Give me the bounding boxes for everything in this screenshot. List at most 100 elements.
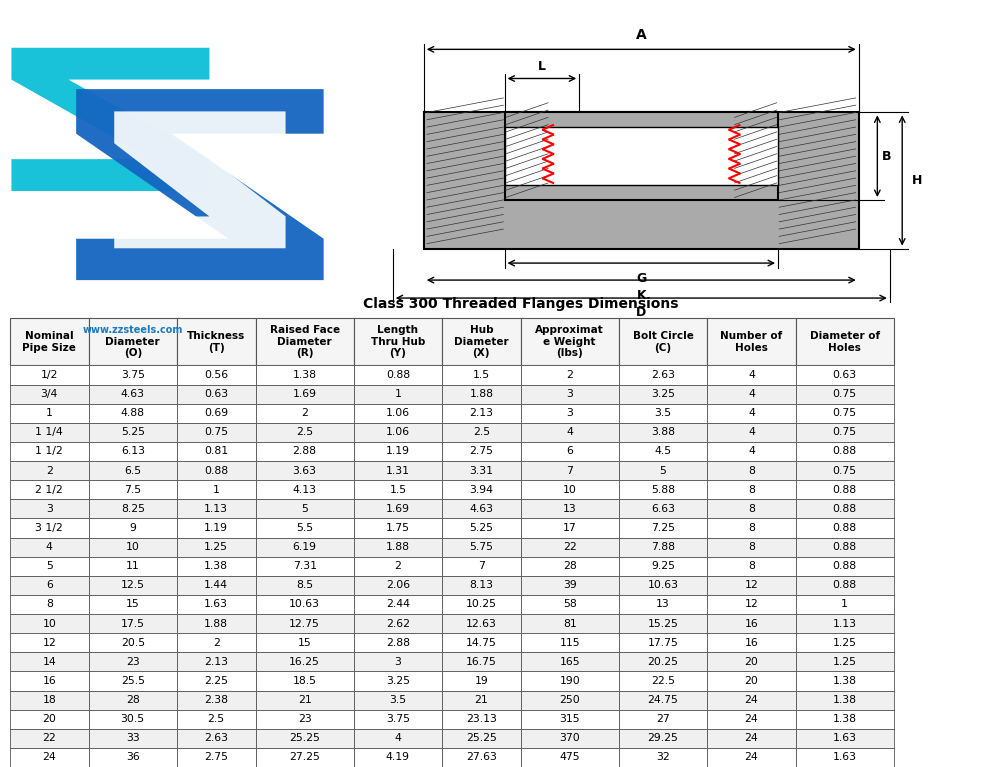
Text: 5.25: 5.25 — [469, 523, 493, 533]
Bar — [88, 709, 177, 729]
Bar — [442, 442, 521, 461]
Text: 1.38: 1.38 — [833, 714, 857, 724]
Bar — [619, 709, 707, 729]
Text: 1 1/2: 1 1/2 — [35, 446, 63, 456]
Polygon shape — [114, 111, 286, 249]
Text: 13: 13 — [563, 504, 576, 514]
Text: 5.25: 5.25 — [121, 427, 144, 437]
Bar — [256, 690, 354, 709]
Bar — [354, 403, 442, 423]
Text: Class 300 Threaded Flanges Dimensions: Class 300 Threaded Flanges Dimensions — [364, 297, 678, 311]
Bar — [521, 423, 619, 442]
Bar — [521, 652, 619, 671]
Text: 1/2: 1/2 — [41, 370, 58, 380]
Bar — [707, 576, 796, 595]
Bar — [521, 499, 619, 518]
Bar — [10, 461, 88, 480]
Bar — [619, 557, 707, 576]
Text: 0.88: 0.88 — [833, 446, 857, 456]
Bar — [619, 403, 707, 423]
Text: 4: 4 — [46, 542, 53, 552]
Text: 8.13: 8.13 — [469, 581, 493, 591]
Text: 12: 12 — [42, 637, 56, 647]
Bar — [619, 318, 707, 365]
Text: 1.5: 1.5 — [390, 485, 407, 495]
Bar — [256, 461, 354, 480]
Bar — [619, 480, 707, 499]
Bar — [10, 318, 88, 365]
Text: 370: 370 — [559, 733, 580, 743]
Bar — [88, 384, 177, 403]
Bar — [619, 671, 707, 690]
Text: 2.63: 2.63 — [204, 733, 228, 743]
Text: 1: 1 — [212, 485, 219, 495]
Text: 5.5: 5.5 — [296, 523, 314, 533]
Text: 4: 4 — [395, 733, 402, 743]
Bar — [619, 423, 707, 442]
Bar — [177, 576, 256, 595]
Text: A: A — [636, 28, 646, 42]
Bar — [619, 538, 707, 557]
Text: 18.5: 18.5 — [293, 676, 317, 686]
Text: 2.5: 2.5 — [296, 427, 314, 437]
Text: 0.88: 0.88 — [386, 370, 410, 380]
Bar — [796, 576, 894, 595]
Text: 15.25: 15.25 — [647, 618, 678, 629]
Text: 2.5: 2.5 — [473, 427, 490, 437]
Bar — [796, 384, 894, 403]
Text: 7: 7 — [478, 561, 485, 571]
Bar — [177, 652, 256, 671]
Bar — [88, 518, 177, 538]
Bar — [256, 709, 354, 729]
Bar — [707, 442, 796, 461]
Text: 0.88: 0.88 — [833, 581, 857, 591]
Bar — [10, 365, 88, 384]
Bar — [505, 113, 778, 200]
Bar — [442, 709, 521, 729]
Text: 0.75: 0.75 — [833, 408, 857, 418]
Text: 2.38: 2.38 — [204, 695, 228, 705]
Bar — [442, 538, 521, 557]
Text: 1.44: 1.44 — [204, 581, 228, 591]
Bar — [88, 461, 177, 480]
Text: 12: 12 — [744, 600, 759, 610]
Text: 20: 20 — [42, 714, 56, 724]
Bar — [796, 499, 894, 518]
Bar — [442, 652, 521, 671]
Text: H: H — [912, 174, 922, 187]
Text: 17.5: 17.5 — [121, 618, 144, 629]
Text: 12.5: 12.5 — [121, 581, 144, 591]
Text: 24: 24 — [744, 714, 759, 724]
Bar — [354, 557, 442, 576]
Text: 2.5: 2.5 — [207, 714, 224, 724]
Bar — [521, 690, 619, 709]
Bar — [177, 423, 256, 442]
Bar — [521, 748, 619, 767]
Text: Nominal
Pipe Size: Nominal Pipe Size — [22, 331, 76, 353]
Bar — [88, 652, 177, 671]
Text: 0.56: 0.56 — [204, 370, 228, 380]
Bar — [442, 748, 521, 767]
Bar — [88, 403, 177, 423]
Bar — [10, 729, 88, 748]
Text: 3: 3 — [395, 657, 402, 667]
Text: 6.19: 6.19 — [293, 542, 317, 552]
Bar — [354, 671, 442, 690]
Bar — [707, 614, 796, 633]
Text: 27: 27 — [656, 714, 670, 724]
Bar — [619, 748, 707, 767]
Bar — [354, 633, 442, 652]
Bar — [521, 709, 619, 729]
Text: 13: 13 — [656, 600, 670, 610]
Bar — [796, 652, 894, 671]
Text: Diameter of
Holes: Diameter of Holes — [810, 331, 880, 353]
Text: 0.88: 0.88 — [833, 523, 857, 533]
Bar — [88, 614, 177, 633]
Bar — [442, 365, 521, 384]
Text: 2.75: 2.75 — [204, 752, 228, 762]
Bar — [88, 442, 177, 461]
Text: 1.63: 1.63 — [833, 733, 857, 743]
Text: 0.75: 0.75 — [833, 466, 857, 476]
Text: 1.38: 1.38 — [833, 695, 857, 705]
Bar — [442, 595, 521, 614]
